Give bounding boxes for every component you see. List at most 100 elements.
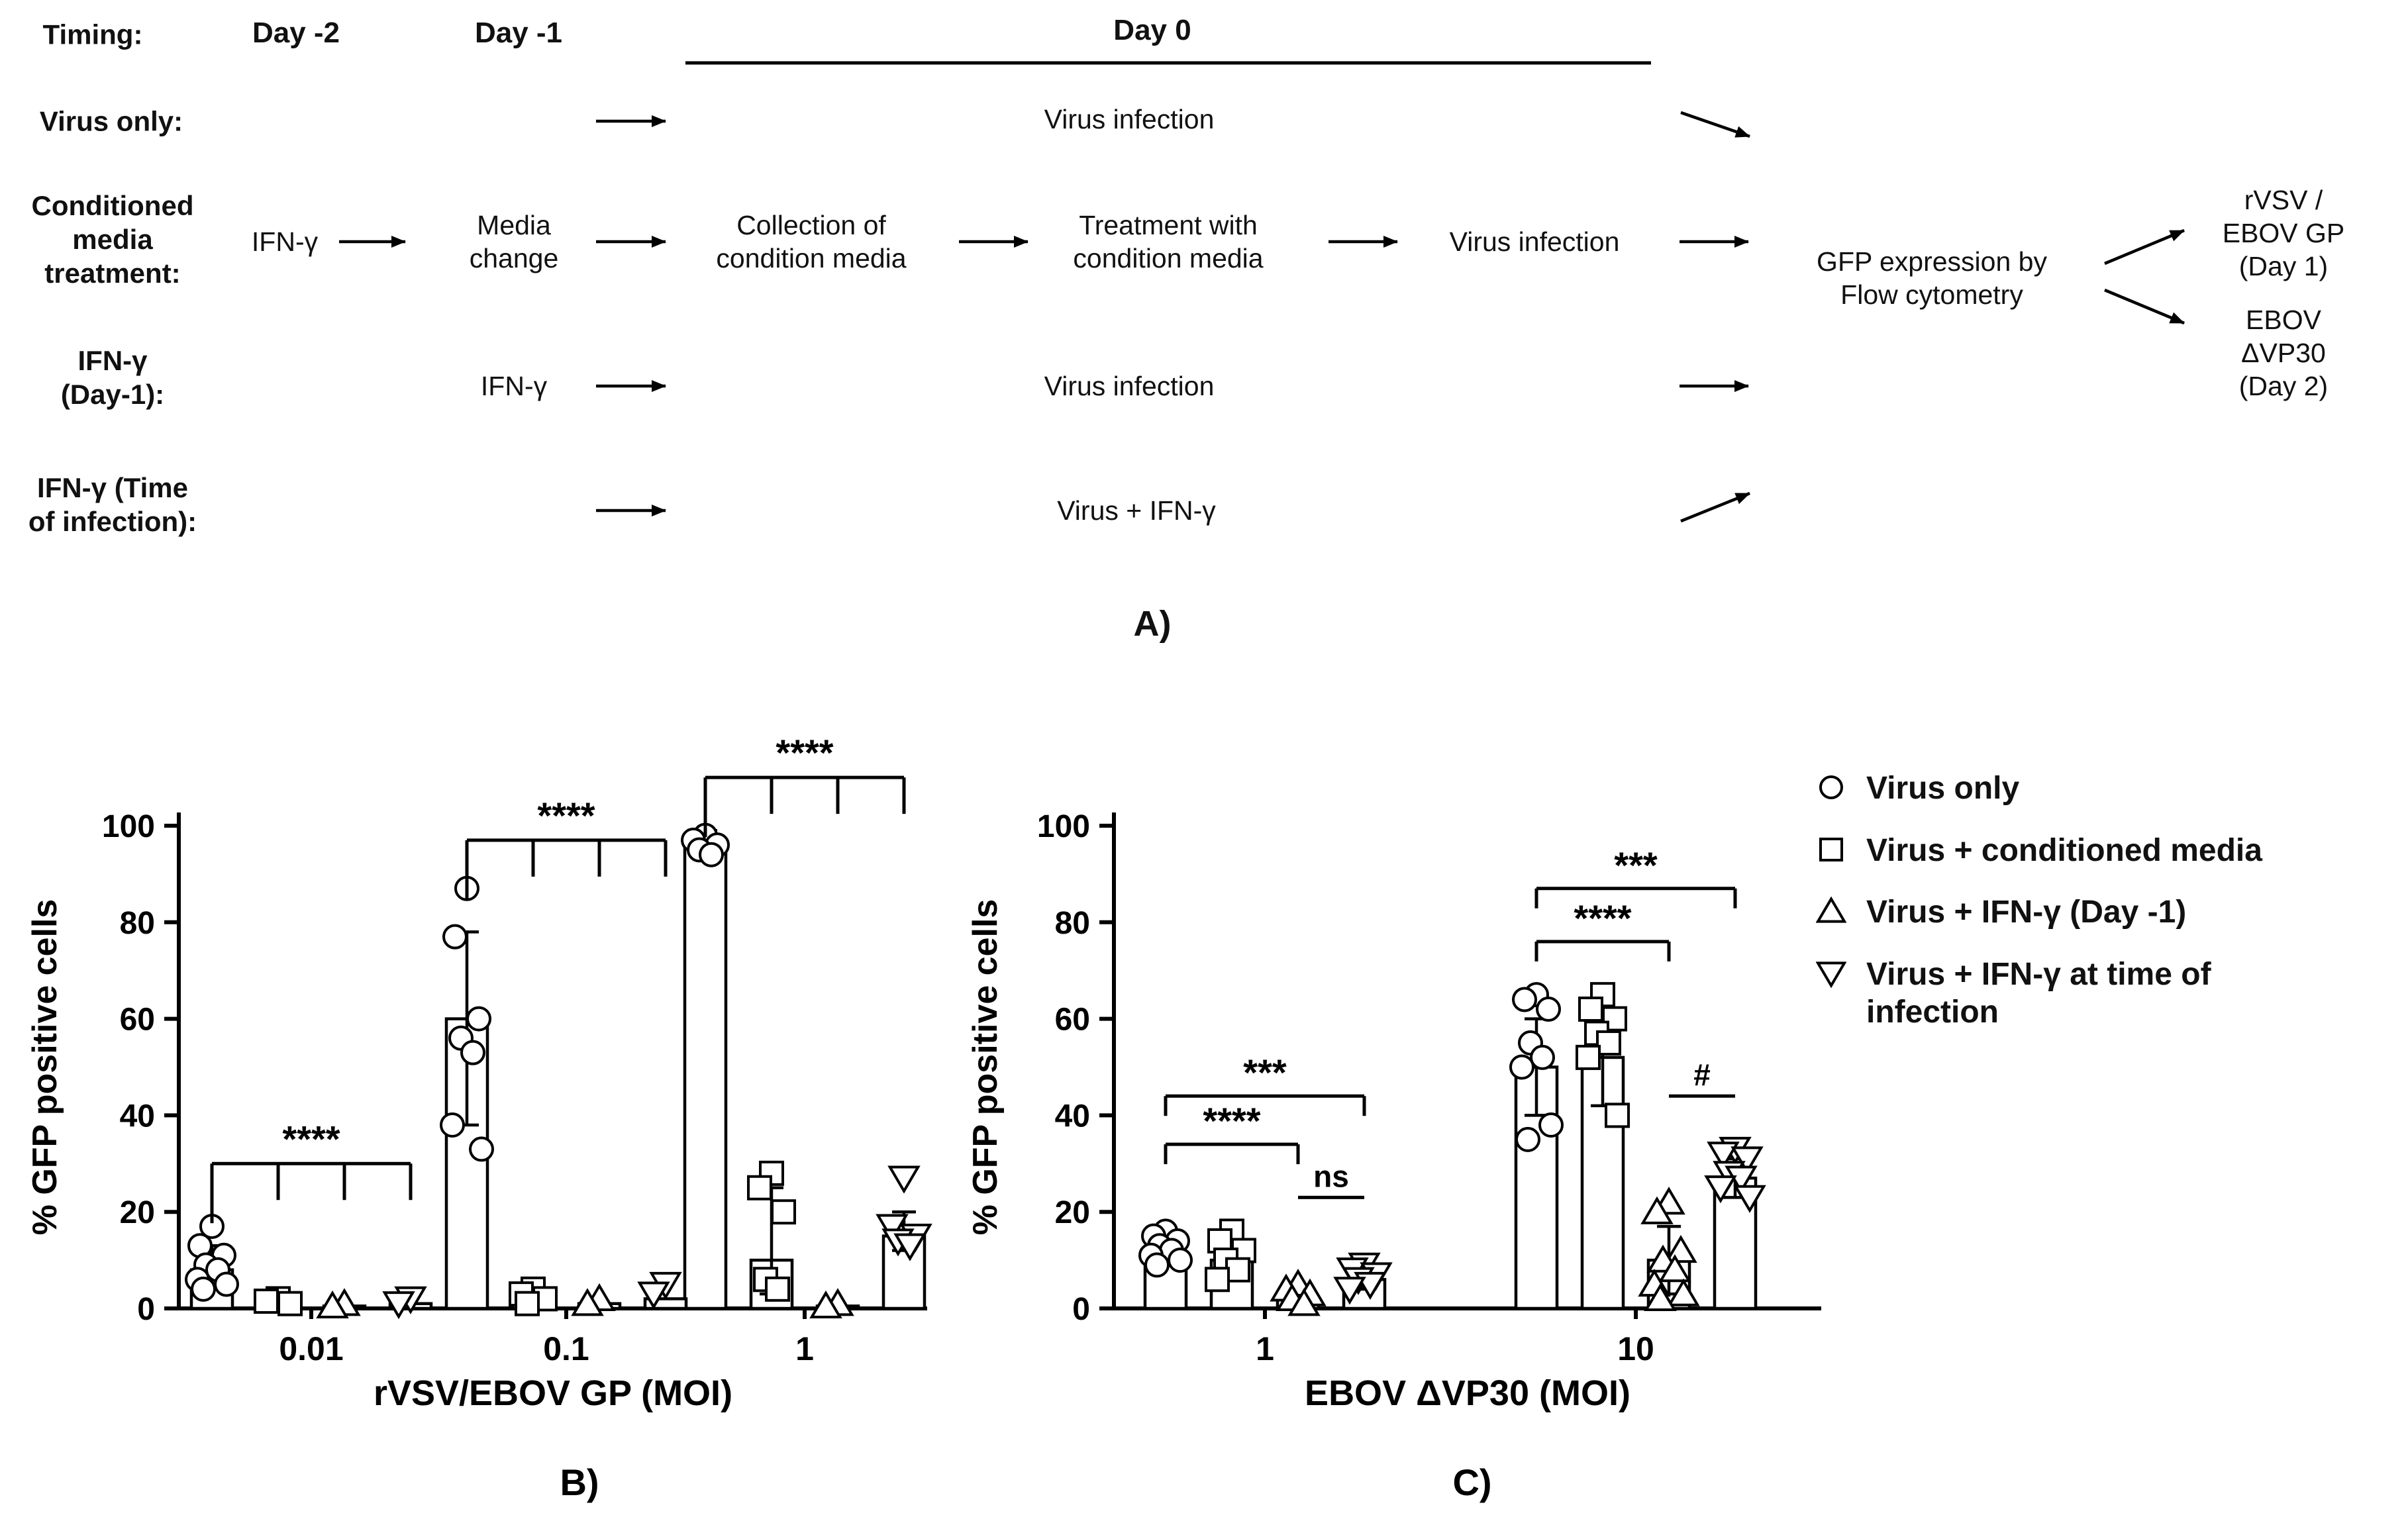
ifn-day1-ifn: IFN-γ xyxy=(480,370,548,401)
y-tick-label: 20 xyxy=(120,1195,155,1230)
data-point xyxy=(1704,1175,1737,1204)
day-minus-1-header: Day -1 xyxy=(474,17,563,50)
y-axis-label: % GFP positive cells xyxy=(26,899,64,1236)
chart-legend: Virus only Virus + conditioned media Vir… xyxy=(1816,769,2359,1032)
legend-item-ifn-day1: Virus + IFN-γ (Day -1) xyxy=(1816,893,2359,932)
conditioned-step-virus-infection: Virus infection xyxy=(1449,226,1620,257)
conditioned-row-label: Conditioned media treatment: xyxy=(31,190,194,289)
legend-item-virus-only: Virus only xyxy=(1816,769,2359,808)
sig-label: **** xyxy=(1574,897,1631,939)
sig-label: *** xyxy=(1243,1052,1287,1093)
diagram-arrows-layer xyxy=(339,61,2185,523)
legend-item-ifn-toi: Virus + IFN-γ at time of infection xyxy=(1816,956,2359,1032)
data-point xyxy=(876,1214,909,1242)
data-point xyxy=(440,1112,465,1138)
arrow-icon xyxy=(2104,288,2185,325)
data-point xyxy=(466,1006,491,1032)
data-point xyxy=(1605,1102,1630,1128)
data-point xyxy=(1644,1283,1677,1312)
data-point xyxy=(571,1288,604,1316)
data-point xyxy=(1512,987,1537,1012)
virus-only-row-label: Virus only: xyxy=(39,105,183,137)
bar xyxy=(683,843,728,1310)
y-tick-label: 40 xyxy=(120,1099,155,1134)
y-tick-label: 100 xyxy=(102,809,155,844)
day-minus-2-header: Day -2 xyxy=(252,17,340,50)
data-point xyxy=(1707,1142,1740,1170)
sig-label: **** xyxy=(537,795,595,836)
square-marker-icon xyxy=(1819,837,1843,861)
data-point xyxy=(771,1199,796,1225)
data-point xyxy=(1733,1185,1766,1213)
y-tick-label: 80 xyxy=(120,906,155,941)
data-point xyxy=(382,1291,415,1320)
ifn-toi-row-label: IFN-γ (Time of infection): xyxy=(28,471,197,537)
sig-label: # xyxy=(1693,1057,1711,1092)
triangle-marker-icon xyxy=(1816,896,1846,923)
data-point xyxy=(699,842,724,867)
data-point xyxy=(1168,1248,1193,1273)
triangle-marker-icon xyxy=(1816,896,1846,923)
ifn-day1-row-label: IFN-γ (Day-1): xyxy=(60,344,165,410)
y-tick-label: 60 xyxy=(120,1003,155,1038)
data-point xyxy=(893,1233,927,1261)
conditioned-step-treatment: Treatment with condition media xyxy=(1073,209,1264,273)
data-point xyxy=(765,1276,790,1302)
x-tick-label: 1 xyxy=(1256,1330,1274,1367)
y-tick-label: 0 xyxy=(137,1292,155,1327)
circle-marker-icon xyxy=(1819,775,1843,799)
y-tick-label: 80 xyxy=(1055,906,1090,941)
y-tick-label: 20 xyxy=(1055,1195,1090,1230)
data-point xyxy=(469,1136,494,1162)
sig-label: *** xyxy=(1614,844,1658,886)
sig-label: **** xyxy=(282,1118,340,1159)
chart-panel-b: 0 20 40 60 80 100 % GFP positive cells 0.01 0.1 1… xyxy=(26,732,932,1503)
triangle-down-marker-icon xyxy=(1816,961,1846,989)
conditioned-step-ifn: IFN-γ xyxy=(251,226,319,257)
x-tick-label: 0.1 xyxy=(543,1330,589,1367)
data-point xyxy=(1515,1126,1540,1152)
data-point xyxy=(1287,1288,1321,1316)
data-point xyxy=(1536,997,1561,1022)
data-point xyxy=(254,1289,279,1314)
arrow-icon xyxy=(1680,111,1750,138)
data-point xyxy=(1578,997,1603,1022)
y-tick-label: 60 xyxy=(1055,1003,1090,1038)
legend-label: Virus only xyxy=(1866,771,2020,806)
y-tick-label: 0 xyxy=(1072,1292,1090,1327)
data-point xyxy=(1731,1146,1764,1175)
data-point xyxy=(1333,1277,1366,1305)
data-point xyxy=(809,1290,842,1318)
x-tick-label: 0.01 xyxy=(279,1330,343,1367)
output-ebov: EBOV ΔVP30 (Day 2) xyxy=(2238,304,2329,402)
data-point xyxy=(1640,1196,1674,1224)
y-tick-label: 100 xyxy=(1037,809,1090,844)
ifn-day1-step: Virus infection xyxy=(1044,370,1215,401)
data-point xyxy=(316,1290,349,1318)
data-point xyxy=(637,1281,670,1310)
x-axis-label: rVSV/EBOV GP (MOI) xyxy=(374,1373,732,1413)
data-point xyxy=(887,1165,921,1194)
data-point xyxy=(515,1291,540,1316)
panel-label: C) xyxy=(1452,1461,1491,1503)
chart-panel-c: 0 20 40 60 80 100 % GFP positive cells 1 10 EBOV … xyxy=(966,809,1821,1503)
day-0-header: Day 0 xyxy=(1113,14,1191,47)
data-point xyxy=(1576,1044,1601,1070)
conditioned-step-media-change: Media change xyxy=(469,209,559,273)
sig-label: **** xyxy=(1203,1100,1260,1142)
sig-label: **** xyxy=(776,732,833,773)
gfp-readout: GFP expression by Flow cytometry xyxy=(1817,246,2047,310)
x-tick-label: 10 xyxy=(1617,1330,1654,1367)
sig-label: ns xyxy=(1313,1159,1349,1193)
legend-item-conditioned-media: Virus + conditioned media xyxy=(1816,832,2359,870)
legend-label: Virus + IFN-γ (Day -1) xyxy=(1866,895,2187,930)
data-point xyxy=(1667,1278,1700,1306)
data-point xyxy=(1205,1267,1230,1293)
ifn-toi-step: Virus + IFN-γ xyxy=(1057,495,1216,526)
output-rvsv: rVSV / EBOV GP (Day 1) xyxy=(2222,184,2345,282)
square-marker-icon xyxy=(1819,837,1843,861)
virus-only-step: Virus infection xyxy=(1044,103,1215,134)
panel-a-label: A) xyxy=(1133,604,1172,644)
x-axis-label: EBOV ΔVP30 (MOI) xyxy=(1305,1373,1630,1413)
